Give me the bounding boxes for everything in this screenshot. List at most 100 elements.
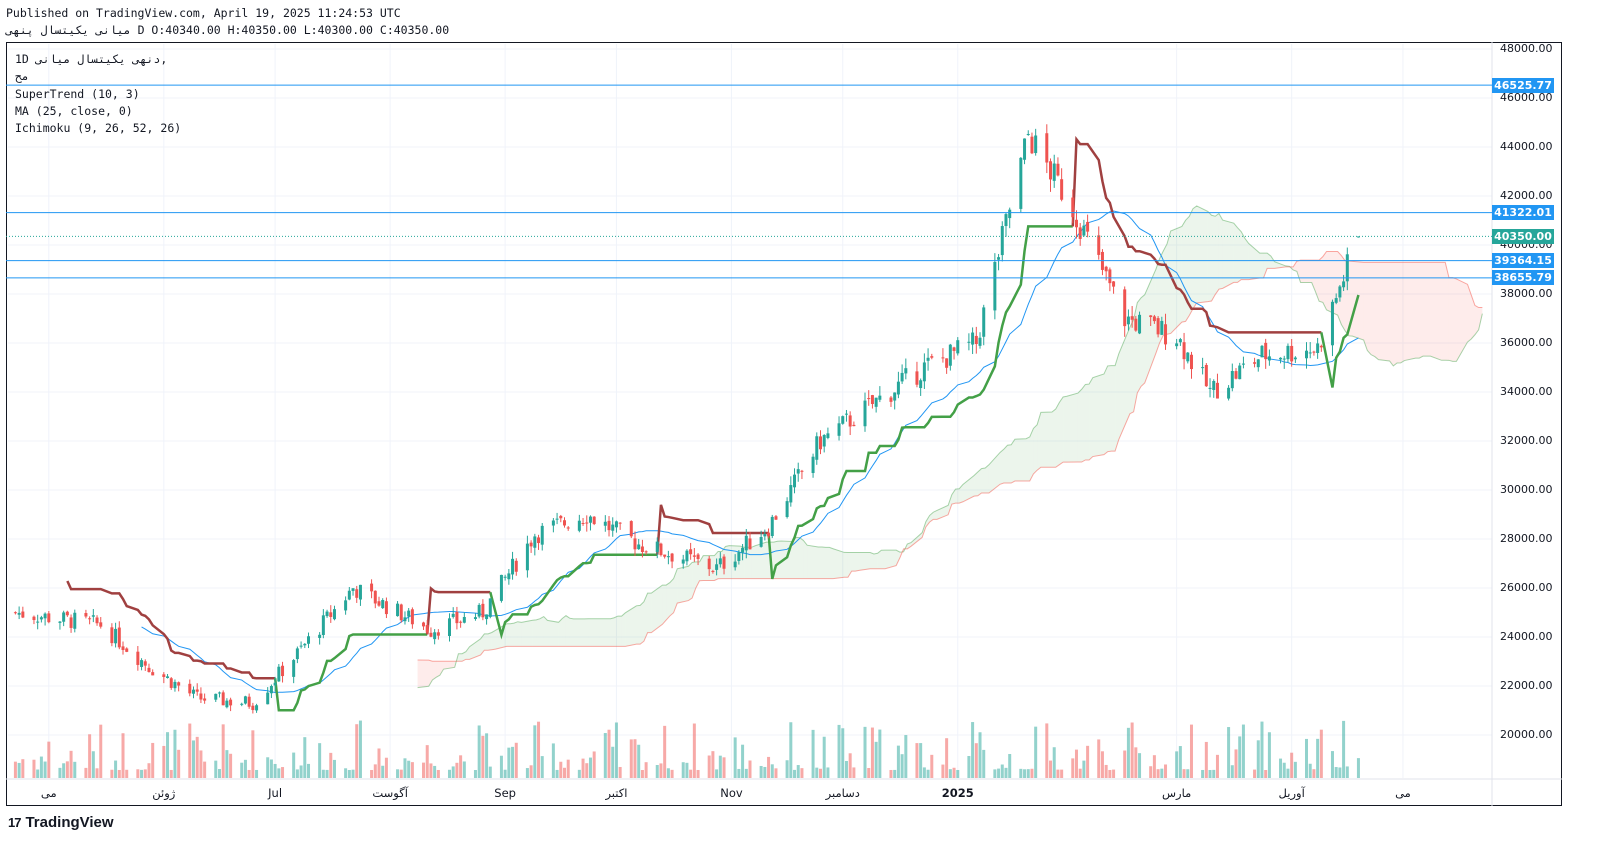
cloud-segment bbox=[1111, 365, 1116, 452]
tradingview-brand[interactable]: 17 TradingView bbox=[8, 814, 114, 831]
candle-body bbox=[952, 347, 956, 351]
cloud-segment bbox=[617, 616, 622, 647]
candle-body bbox=[410, 609, 414, 625]
cloud-segment bbox=[1196, 205, 1208, 304]
volume-bar bbox=[793, 769, 797, 778]
volume-bar bbox=[1019, 768, 1023, 778]
candle-body bbox=[1045, 133, 1049, 163]
volume-bar bbox=[433, 765, 437, 778]
legend-supertrend[interactable]: SuperTrend (10, 3) bbox=[15, 87, 140, 101]
volume-bar bbox=[1074, 749, 1078, 778]
candle-body bbox=[618, 522, 622, 524]
cloud-segment bbox=[1341, 255, 1346, 331]
candle-body bbox=[277, 666, 281, 682]
candle-body bbox=[110, 627, 114, 644]
candle-body bbox=[577, 520, 581, 531]
legend-ichimoku[interactable]: Ichimoku (9, 26, 52, 26) bbox=[15, 121, 182, 135]
volume-bar bbox=[39, 756, 43, 778]
volume-bar bbox=[867, 768, 871, 778]
x-tick-label: Jul bbox=[268, 786, 283, 800]
volume-bar bbox=[125, 769, 129, 778]
volume-bar bbox=[863, 726, 867, 778]
candle-body bbox=[58, 621, 62, 623]
volume-bar bbox=[611, 746, 615, 778]
candle-body bbox=[748, 538, 752, 550]
cloud-segment bbox=[1181, 220, 1186, 323]
candle-body bbox=[347, 590, 351, 600]
legend-ma[interactable]: MA (25, close, 0) bbox=[15, 104, 133, 118]
candle-body bbox=[136, 651, 140, 665]
volume-bar bbox=[358, 720, 362, 778]
candle-body bbox=[863, 400, 867, 427]
candle-body bbox=[273, 682, 277, 686]
volume-bar bbox=[878, 729, 882, 778]
volume-bar bbox=[1238, 736, 1242, 778]
volume-bar bbox=[217, 769, 221, 778]
volume-bar bbox=[514, 742, 518, 778]
volume-bar bbox=[837, 724, 841, 778]
chart-frame[interactable] bbox=[6, 42, 1562, 806]
cloud-segment bbox=[777, 540, 782, 579]
candle-body bbox=[1208, 387, 1212, 389]
volume-bar bbox=[407, 760, 411, 778]
candle-body bbox=[269, 686, 273, 694]
volume-bar bbox=[767, 756, 771, 778]
candle-body bbox=[173, 681, 177, 689]
volume-bar bbox=[88, 734, 92, 778]
cloud-segment bbox=[796, 537, 800, 579]
volume-bar bbox=[529, 765, 533, 778]
candle-body bbox=[84, 613, 88, 617]
volume-bar bbox=[140, 769, 144, 778]
volume-bar bbox=[1086, 745, 1090, 778]
volume-bar bbox=[633, 739, 637, 778]
volume-bar bbox=[273, 763, 277, 778]
volume-bar bbox=[1286, 768, 1290, 778]
ohlc-line: میانی یکیتسال پنهی D O:40340.00 H:40350.… bbox=[6, 23, 449, 37]
candle-body bbox=[1260, 345, 1264, 358]
candle-body bbox=[844, 413, 848, 415]
candle-body bbox=[733, 561, 737, 568]
cloud-segment bbox=[647, 593, 652, 633]
supertrend-down bbox=[66, 580, 276, 680]
volume-bar bbox=[1267, 732, 1271, 778]
candle-body bbox=[1256, 359, 1260, 368]
volume-bar bbox=[62, 763, 66, 778]
cloud-segment bbox=[1170, 226, 1182, 334]
volume-bar bbox=[722, 757, 726, 778]
candle-body bbox=[889, 397, 893, 402]
candle-body bbox=[485, 614, 489, 620]
candle-body bbox=[1156, 318, 1160, 335]
candle-body bbox=[796, 469, 800, 474]
volume-bar bbox=[1112, 769, 1116, 778]
volume-bar bbox=[347, 770, 351, 778]
candle-body bbox=[1201, 367, 1205, 369]
candle-body bbox=[355, 589, 359, 598]
candle-body bbox=[1112, 281, 1116, 287]
volume-bar bbox=[640, 769, 644, 778]
volume-bar bbox=[1108, 769, 1112, 778]
price-badge: 39364.15 bbox=[1492, 253, 1554, 269]
candle-body bbox=[403, 617, 407, 622]
volume-bar bbox=[1208, 769, 1212, 778]
cloud-segment bbox=[1441, 262, 1446, 361]
candle-body bbox=[1026, 133, 1030, 135]
candle-body bbox=[681, 559, 685, 564]
volume-bar bbox=[151, 742, 155, 778]
volume-bar bbox=[1290, 752, 1294, 778]
volume-bar bbox=[1215, 754, 1219, 778]
candle-body bbox=[603, 521, 607, 526]
candle-body bbox=[1264, 342, 1268, 360]
volume-bar bbox=[1023, 769, 1027, 778]
candle-body bbox=[114, 628, 118, 644]
candle-body bbox=[711, 570, 715, 572]
volume-bar bbox=[893, 769, 897, 778]
volume-bar bbox=[1334, 767, 1338, 778]
volume-bar bbox=[1279, 758, 1283, 778]
cloud-segment bbox=[1378, 262, 1390, 362]
cloud-segment bbox=[1107, 365, 1112, 452]
volume-bar bbox=[47, 741, 51, 778]
candle-body bbox=[767, 532, 771, 537]
volume-bar bbox=[581, 758, 585, 778]
volume-bar bbox=[952, 767, 956, 778]
